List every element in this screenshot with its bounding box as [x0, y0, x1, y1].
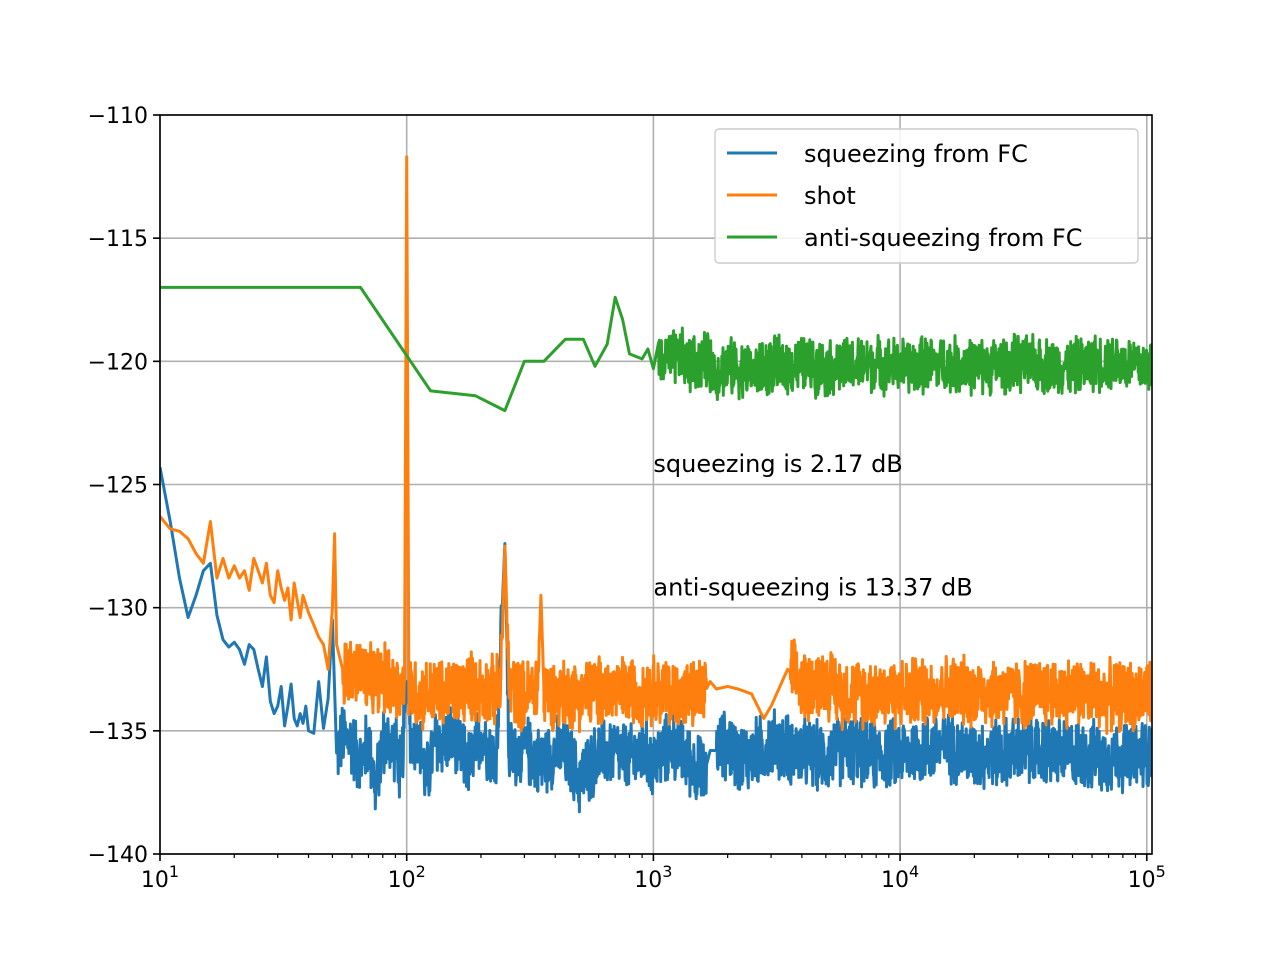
- annotations: squeezing is 2.17 dB anti-squeezing is 13…: [653, 450, 972, 601]
- x-tick-base: 10: [388, 868, 416, 893]
- x-tick-label: 104: [881, 862, 919, 893]
- legend-label: squeezing from FC: [804, 140, 1028, 168]
- legend: squeezing from FC shot anti-squeezing from…: [714, 128, 1139, 264]
- x-tick-base: 10: [634, 868, 662, 893]
- y-tick-label: −140: [88, 843, 148, 868]
- x-tick-exponent: 2: [416, 862, 426, 881]
- y-tick-label: −120: [88, 350, 148, 375]
- series-line-2: [160, 285, 1152, 413]
- x-tick-exponent: 3: [662, 862, 672, 881]
- y-tick-label: −110: [88, 104, 148, 129]
- axis-ticks: 101 102 103 104 105−110−115−120−125−130−135−…: [88, 104, 1166, 893]
- x-tick-exponent: 4: [909, 862, 919, 881]
- x-tick-base: 10: [1128, 868, 1156, 893]
- x-tick-label: 102: [388, 862, 426, 893]
- y-tick-label: −130: [88, 597, 148, 622]
- series-line-1: [160, 155, 1152, 735]
- x-tick-exponent: 5: [1156, 862, 1166, 881]
- legend-box: [714, 128, 1139, 264]
- x-tick-label: 105: [1128, 862, 1166, 893]
- y-tick-label: −125: [88, 474, 148, 499]
- series-line-0: [160, 467, 1152, 814]
- x-tick-exponent: 1: [169, 862, 179, 881]
- annotation-text: squeezing is 2.17 dB: [653, 450, 902, 478]
- legend-label: shot: [804, 182, 856, 210]
- legend-label: anti-squeezing from FC: [804, 224, 1083, 252]
- y-tick-label: −115: [88, 227, 148, 252]
- x-tick-label: 103: [634, 862, 672, 893]
- x-tick-base: 10: [881, 868, 909, 893]
- annotation-text: anti-squeezing is 13.37 dB: [653, 573, 972, 601]
- series-lines: [160, 155, 1152, 814]
- x-tick-label: 101: [141, 862, 179, 893]
- x-tick-base: 10: [141, 868, 169, 893]
- y-tick-label: −135: [88, 720, 148, 745]
